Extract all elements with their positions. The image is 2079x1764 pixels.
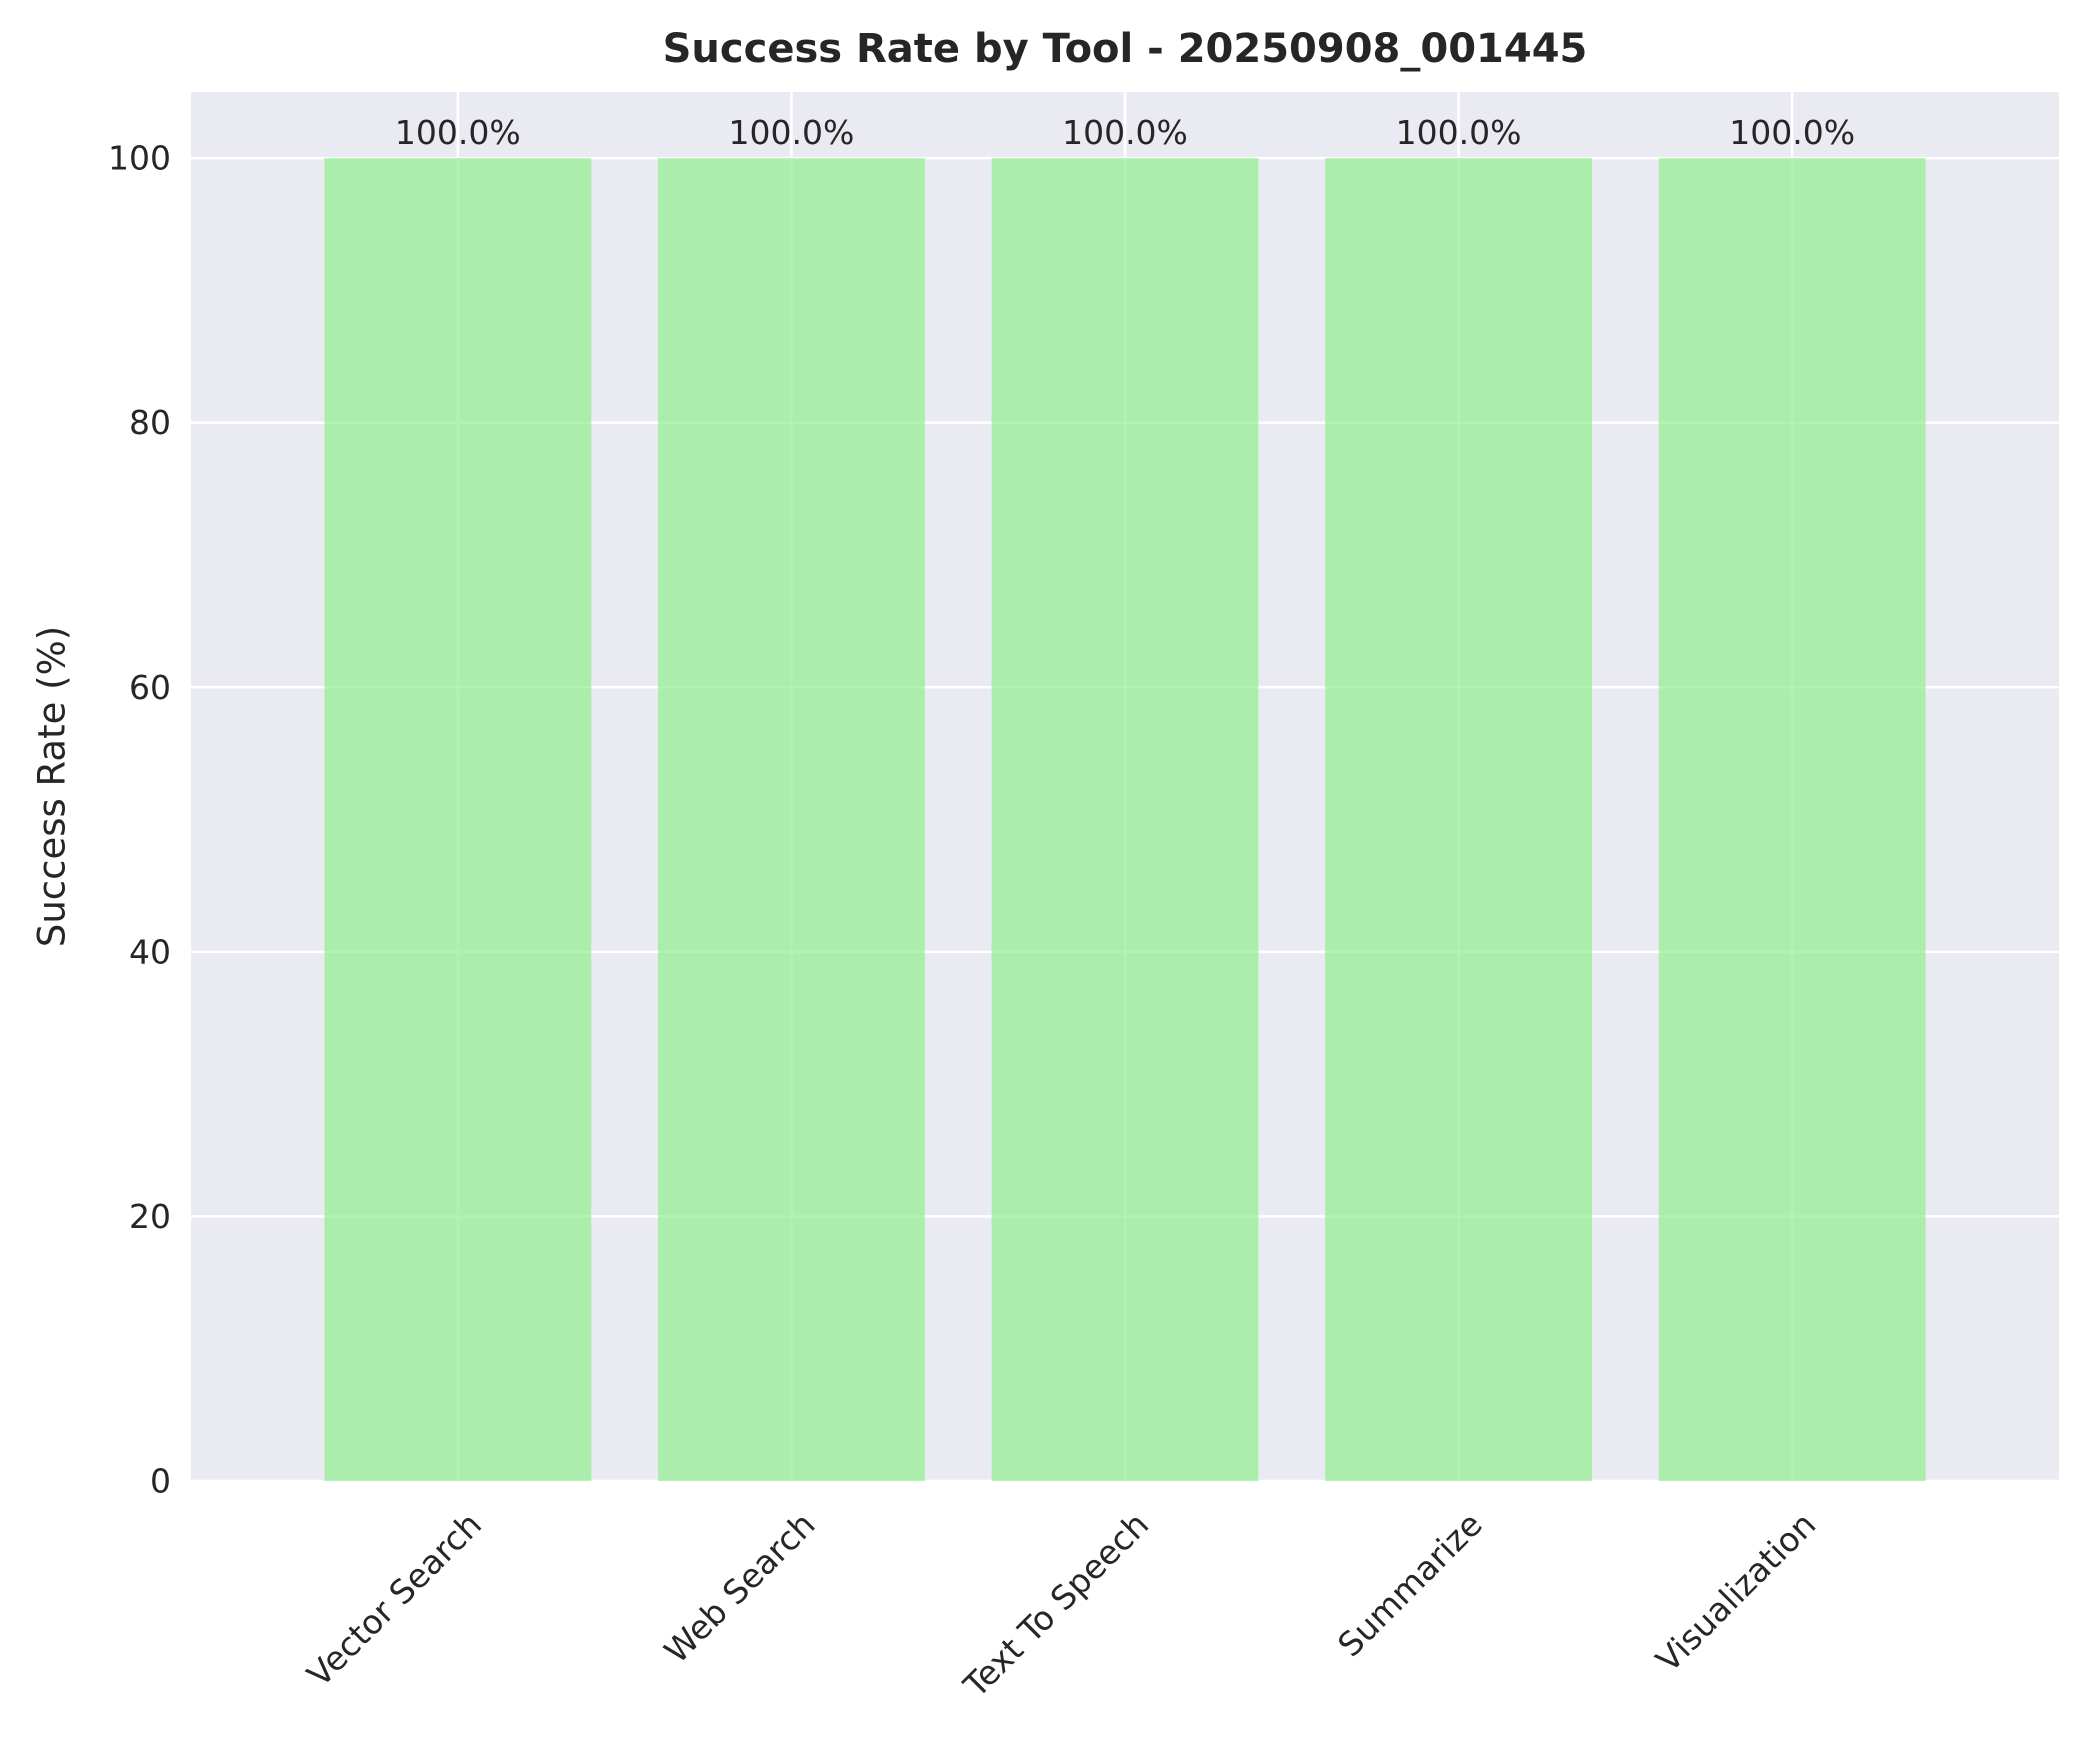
data-label-3: 100.0% [1396,113,1522,152]
bar-4 [1658,158,1926,1482]
x-tick-label-0: Vector Search [300,1505,490,1695]
y-tick-label-1: 20 [129,1197,171,1236]
x-tick-label-4: Visualization [1648,1505,1823,1680]
x-tick-label-1: Web Search [657,1505,823,1671]
y-tick-label-4: 80 [129,403,171,442]
y-tick-labels: 0 20 40 60 80 100 [108,139,171,1501]
bar-0 [324,158,592,1482]
x-tick-label-3: Summarize [1330,1505,1490,1665]
x-tick-labels: Vector Search Web Search Text To Speech Sum… [300,1505,1824,1706]
data-label-1: 100.0% [729,113,855,152]
bar-3 [1325,158,1592,1482]
y-tick-label-5: 100 [108,139,171,178]
bar-1 [658,158,925,1482]
chart-title: Success Rate by Tool - 20250908_001445 [663,26,1588,72]
data-labels: 100.0% 100.0% 100.0% 100.0% 100.0% [395,113,1855,152]
bars [324,158,1926,1482]
y-tick-label-2: 40 [129,932,171,971]
y-tick-label-3: 60 [129,668,171,707]
data-label-0: 100.0% [395,113,521,152]
data-label-2: 100.0% [1062,113,1188,152]
data-label-4: 100.0% [1729,113,1855,152]
bar-2 [991,158,1259,1482]
x-tick-label-2: Text To Speech [955,1505,1156,1706]
y-axis-label: Success Rate (%) [31,626,74,947]
y-tick-label-0: 0 [150,1462,171,1501]
